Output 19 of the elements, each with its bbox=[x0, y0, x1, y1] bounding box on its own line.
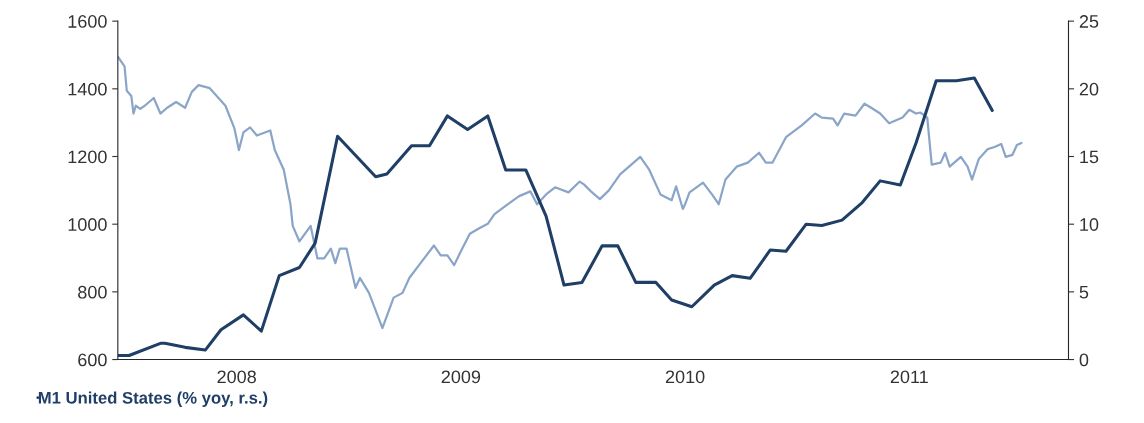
y-tick-label: 800 bbox=[78, 285, 107, 299]
y2-tick-label: 10 bbox=[1080, 218, 1099, 231]
x-tick-label: 2010 bbox=[665, 370, 705, 384]
y2-tick-label: 20 bbox=[1079, 82, 1099, 96]
y2-tick-label: 5 bbox=[1079, 285, 1089, 299]
x-tick-label: 2009 bbox=[441, 370, 481, 384]
y-tick-label: 1000 bbox=[68, 218, 107, 231]
y2-tick-label: 15 bbox=[1080, 150, 1099, 164]
y-tick-label: 1400 bbox=[68, 82, 107, 96]
y-tick-label: 1600 bbox=[68, 15, 107, 28]
line-series bbox=[117, 76, 994, 358]
y-tick-label: 1200 bbox=[68, 150, 107, 164]
y2-tick-label: 0 bbox=[1079, 353, 1089, 367]
x-tick-label: 2008 bbox=[217, 370, 256, 384]
y2-tick-label: 25 bbox=[1079, 15, 1099, 28]
legend-label: M1 United States (% yoy, r.s.) bbox=[38, 391, 268, 408]
line-series bbox=[117, 55, 1023, 330]
x-tick-label: 2011 bbox=[890, 370, 928, 384]
y-tick-label: 600 bbox=[78, 353, 107, 367]
